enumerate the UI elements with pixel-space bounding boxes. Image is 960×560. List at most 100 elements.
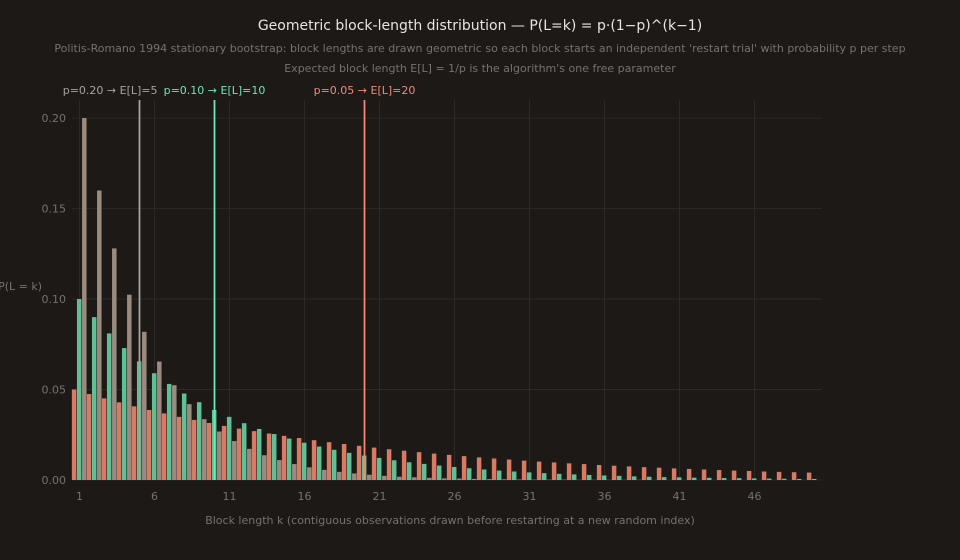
bar-p005-k5 — [131, 406, 137, 480]
bar-p01-k6 — [151, 373, 157, 480]
bar-p005-k40 — [656, 467, 662, 480]
bar-p01-k15 — [286, 438, 292, 480]
bar-p01-k17 — [316, 446, 322, 480]
bar-p01-k40 — [661, 477, 667, 480]
bar-p005-k42 — [686, 468, 692, 480]
bar-p005-k4 — [116, 402, 122, 480]
bar-p01-k19 — [346, 452, 352, 480]
bar-p005-k25 — [431, 453, 437, 480]
bar-p02-k4 — [127, 294, 132, 480]
bar-p02-k16 — [307, 467, 312, 480]
bar-p01-k41 — [676, 477, 682, 480]
bar-p005-k47 — [761, 471, 767, 480]
bar-p01-k47 — [766, 478, 772, 480]
bar-p01-k14 — [271, 434, 277, 480]
bar-p005-k46 — [746, 470, 752, 480]
bar-p02-k10 — [217, 431, 222, 480]
bar-p01-k50 — [811, 478, 817, 480]
bar-p01-k43 — [706, 477, 712, 480]
bar-p005-k23 — [401, 450, 407, 480]
bar-p005-k44 — [716, 470, 722, 480]
bar-p02-k11 — [232, 441, 237, 480]
bar-p01-k8 — [181, 393, 187, 480]
bar-p005-k38 — [626, 466, 632, 480]
x-tick-label: 46 — [748, 490, 762, 503]
y-tick-label: 0.05 — [42, 384, 67, 397]
bar-p005-k2 — [86, 394, 92, 480]
bars-group — [71, 118, 817, 480]
bar-p005-k24 — [416, 452, 422, 480]
bar-p02-k27 — [472, 478, 477, 480]
bar-p005-k11 — [221, 425, 227, 480]
bar-p005-k39 — [641, 467, 647, 480]
bar-p005-k34 — [566, 463, 572, 480]
bar-p02-k1 — [82, 118, 87, 480]
x-tick-label: 16 — [298, 490, 312, 503]
bar-p005-k45 — [731, 470, 737, 480]
bar-p01-k3 — [106, 333, 112, 480]
bar-p005-k3 — [101, 398, 107, 480]
bar-p005-k22 — [386, 449, 392, 480]
grid-lines — [72, 100, 822, 481]
bar-p01-k36 — [601, 475, 607, 480]
bar-p01-k1 — [76, 299, 82, 480]
bar-p02-k22 — [397, 476, 402, 480]
bar-p01-k45 — [736, 478, 742, 480]
bar-p02-k3 — [112, 248, 117, 480]
bar-p01-k31 — [526, 472, 532, 480]
reference-line-label: p=0.10 → E[L]=10 — [164, 84, 266, 97]
bar-p01-k22 — [391, 460, 397, 480]
y-tick-label: 0.00 — [42, 474, 67, 487]
bar-p005-k37 — [611, 465, 617, 480]
bar-p01-k21 — [376, 457, 382, 480]
bar-p01-k38 — [631, 476, 637, 480]
bar-p02-k18 — [337, 471, 342, 480]
bar-p005-k48 — [776, 471, 782, 480]
bar-p005-k15 — [281, 435, 287, 480]
bar-p01-k34 — [571, 474, 577, 480]
bar-p005-k41 — [671, 468, 677, 480]
bar-p02-k2 — [97, 190, 102, 480]
bar-p005-k8 — [176, 416, 182, 480]
bar-p005-k18 — [326, 442, 332, 480]
bar-p005-k28 — [476, 457, 482, 480]
bar-p01-k37 — [616, 475, 622, 480]
bar-p01-k23 — [406, 462, 412, 480]
bar-p01-k25 — [436, 465, 442, 480]
y-axis-label: P(L = k) — [0, 280, 42, 293]
bar-p01-k28 — [481, 469, 487, 480]
bar-p02-k15 — [292, 464, 297, 480]
reference-lines: p=0.20 → E[L]=5 p=0.10 → E[L]=10 p=0.05 → … — [63, 84, 416, 480]
bar-p005-k9 — [191, 419, 197, 480]
bar-p01-k35 — [586, 474, 592, 480]
bar-p01-k24 — [421, 463, 427, 480]
x-tick-label: 21 — [373, 490, 387, 503]
reference-line-label: p=0.05 → E[L]=20 — [314, 84, 416, 97]
bar-p005-k14 — [266, 433, 272, 480]
chart-subtitle: Politis-Romano 1994 stationary bootstrap… — [54, 42, 905, 55]
bar-p02-k24 — [427, 477, 432, 480]
bar-p01-k11 — [226, 416, 232, 480]
x-tick-label: 1 — [76, 490, 83, 503]
bar-p005-k50 — [806, 472, 812, 480]
bar-p01-k18 — [331, 449, 337, 480]
chart-title: Geometric block-length distribution — P(… — [258, 18, 702, 34]
bar-p01-k39 — [646, 476, 652, 480]
x-tick-label: 31 — [523, 490, 537, 503]
x-tick-label: 36 — [598, 490, 612, 503]
bar-p005-k30 — [506, 459, 512, 480]
bar-p005-k6 — [146, 409, 152, 480]
x-tick-label: 41 — [673, 490, 687, 503]
bar-p005-k13 — [251, 431, 257, 480]
bar-p005-k7 — [161, 413, 167, 480]
bar-p005-k19 — [341, 443, 347, 480]
bar-p005-k21 — [371, 447, 377, 480]
bar-p01-k9 — [196, 402, 202, 480]
bar-p005-k16 — [296, 438, 302, 480]
x-tick-label: 6 — [151, 490, 158, 503]
bar-p005-k29 — [491, 458, 497, 480]
bar-p02-k9 — [202, 419, 207, 480]
bar-p02-k21 — [382, 475, 387, 480]
bar-p01-k49 — [796, 478, 802, 480]
